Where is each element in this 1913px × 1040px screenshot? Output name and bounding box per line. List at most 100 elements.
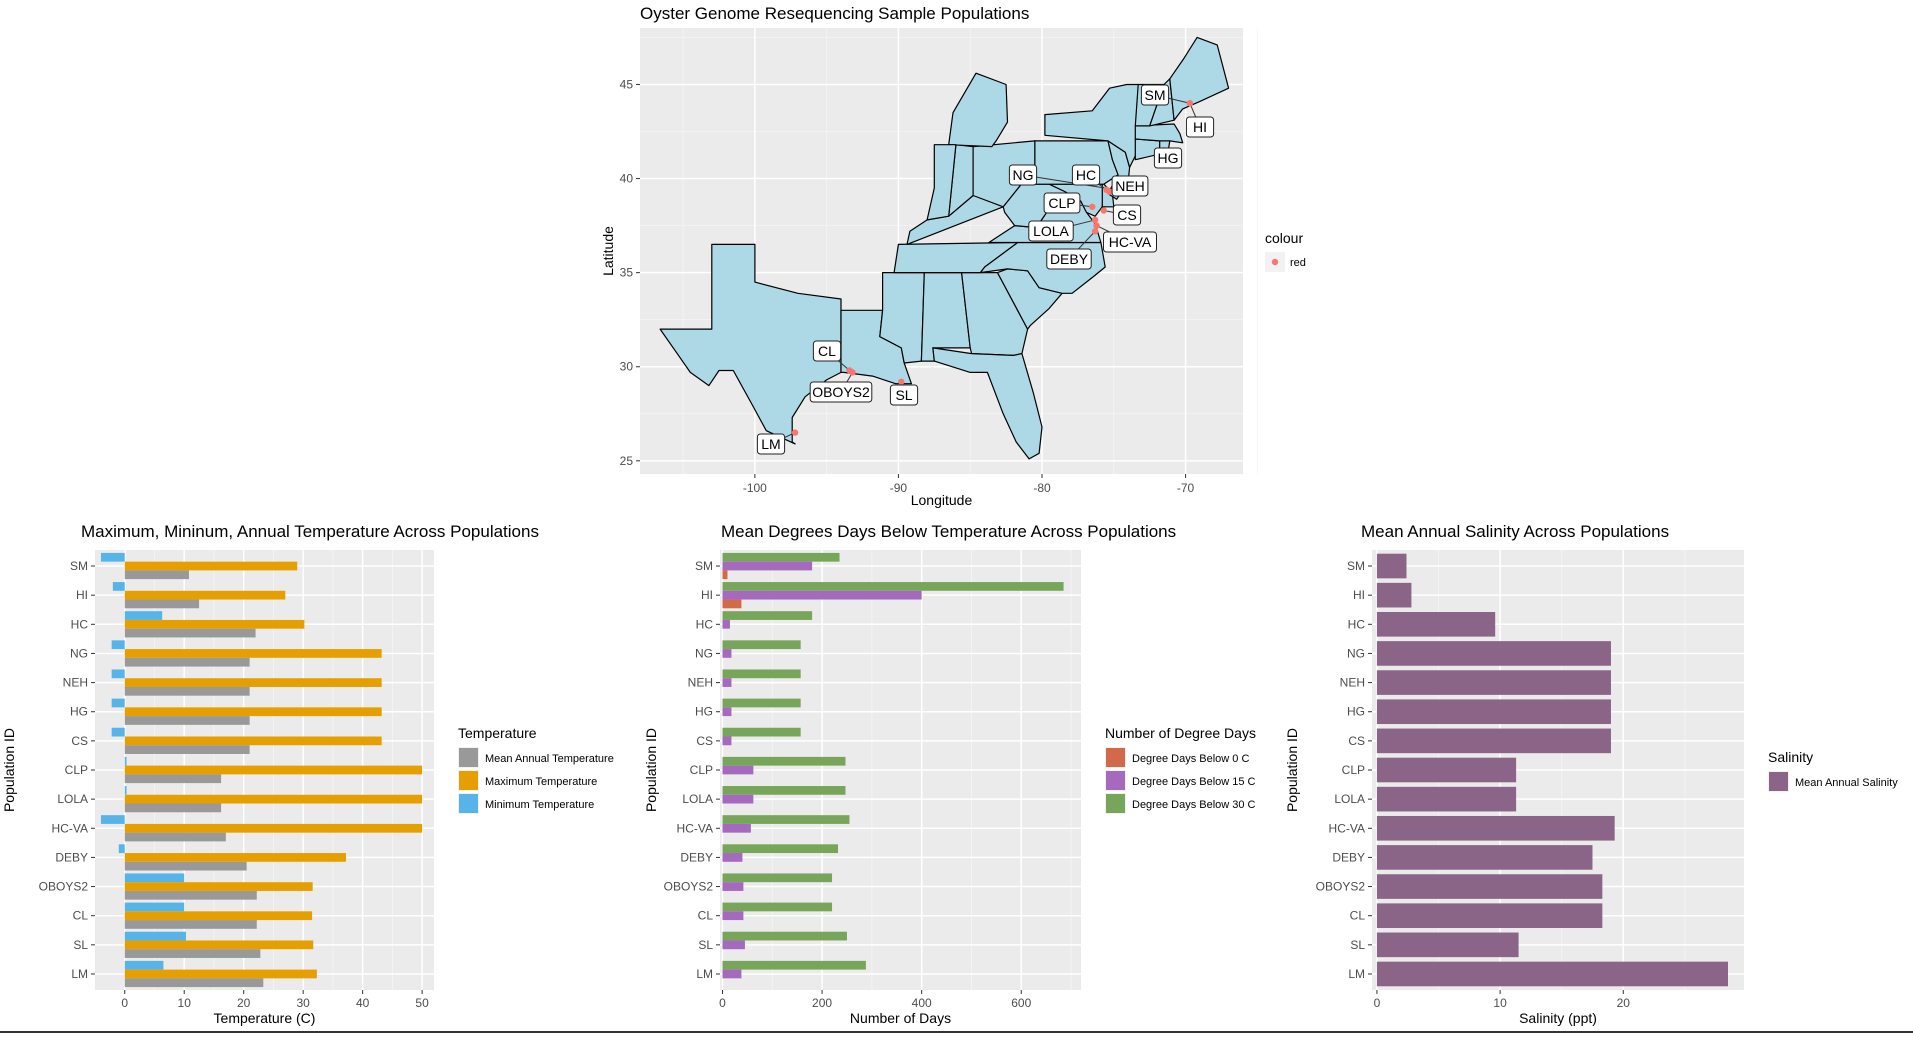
salinity-bar <box>1376 932 1519 958</box>
map-point-label: HC <box>1076 167 1096 183</box>
temperature-bar <box>124 873 185 883</box>
temperature-y-tick-label: HC <box>71 617 89 631</box>
temperature-bar <box>124 561 298 571</box>
degree-days-x-tick-label: 600 <box>1011 996 1031 1010</box>
temperature-y-tick-label: LM <box>71 967 88 981</box>
salinity-y-axis-label: Population ID <box>1284 728 1300 812</box>
temperature-y-tick-label: NEH <box>63 676 88 690</box>
temperature-bar <box>124 931 186 941</box>
temperature-x-tick-label: 0 <box>121 996 128 1010</box>
degree-days-bar <box>722 765 754 775</box>
degree-days-y-tick-label: CLP <box>690 763 713 777</box>
temperature-bar <box>111 698 125 708</box>
map-point-label-box <box>812 340 842 362</box>
map-point-label-box <box>809 381 873 403</box>
bottom-divider <box>0 1031 1913 1033</box>
degree-days-y-tick-label: SM <box>695 559 713 573</box>
salinity-y-tick-label: CL <box>1350 909 1366 923</box>
degree-days-legend-title: Number of Degree Days <box>1105 725 1256 741</box>
map-point-label: LOLA <box>1033 223 1069 239</box>
degree-days-y-tick-label: CL <box>698 909 714 923</box>
temperature-y-tick-label: HC-VA <box>52 821 88 835</box>
degree-days-y-tick-label: HI <box>701 588 713 602</box>
temperature-y-tick-label: SM <box>70 559 88 573</box>
temperature-bar <box>100 552 125 562</box>
degree-days-bar <box>722 756 846 766</box>
degree-days-bar <box>722 561 813 571</box>
temperature-y-tick-label: OBOYS2 <box>39 880 89 894</box>
map-sample-point <box>849 369 856 376</box>
temperature-y-tick-label: HG <box>70 705 88 719</box>
map-panel: SM HI HG NG HC NEH CLP CS LOLA HC-VA DEBY CL OBOYS2 S… <box>600 4 1306 508</box>
degree-days-bar <box>722 873 833 883</box>
degree-days-bar <box>722 727 801 737</box>
temperature-bar <box>112 582 125 591</box>
salinity-x-axis-label: Salinity (ppt) <box>1519 1010 1597 1026</box>
temperature-bar <box>118 844 125 854</box>
degree-days-y-tick-label: SL <box>698 938 713 952</box>
map-x-tick-label: -100 <box>743 481 767 495</box>
temperature-bar <box>111 640 125 650</box>
temperature-bar <box>124 756 127 766</box>
map-point-label-box <box>1103 231 1157 253</box>
temperature-bar <box>124 707 382 717</box>
degree-days-title: Mean Degrees Days Below Temperature Acro… <box>721 522 1176 541</box>
degree-days-y-tick-label: LM <box>696 967 713 981</box>
degree-days-bar <box>722 902 833 912</box>
map-state-shape <box>893 241 1019 274</box>
degree-days-legend-key <box>1106 794 1125 813</box>
temperature-bar <box>124 949 261 958</box>
temperature-x-tick-label: 30 <box>296 996 310 1010</box>
degree-days-legend-label: Degree Days Below 0 C <box>1132 753 1249 765</box>
map-point-label-box <box>1046 248 1092 270</box>
temperature-bar <box>124 628 256 638</box>
temperature-bar <box>111 669 125 679</box>
temperature-title: Maximum, Mininum, Annual Temperature Acr… <box>81 522 539 541</box>
temperature-x-axis-label: Temperature (C) <box>214 1010 316 1026</box>
temperature-bar <box>124 960 164 970</box>
map-point-label: CS <box>1117 207 1136 223</box>
salinity-y-tick-label: DEBY <box>1332 850 1365 864</box>
salinity-panel: SM HI HC NG NEH HG CS CLP LOLA HC-VA DEBY OBOYS2 CL S… <box>1284 522 1898 1026</box>
map-point-label-box <box>1111 175 1149 197</box>
degree-days-bar <box>722 931 847 941</box>
temperature-bar <box>124 832 226 842</box>
map-y-tick-label: 30 <box>620 360 634 374</box>
degree-days-bar <box>722 640 801 650</box>
salinity-y-tick-label: NEH <box>1340 676 1365 690</box>
degree-days-legend-label: Degree Days Below 15 C <box>1132 776 1256 788</box>
map-state-shape <box>948 72 1009 148</box>
salinity-legend-title: Salinity <box>1768 749 1813 765</box>
map-y-axis-label: Latitude <box>600 226 616 276</box>
salinity-legend-label: Mean Annual Salinity <box>1795 777 1898 789</box>
degree-days-bar <box>722 794 754 804</box>
temperature-bar <box>124 649 382 658</box>
temperature-bar <box>124 902 185 912</box>
temperature-bar <box>124 745 250 754</box>
temperature-bar <box>124 978 264 988</box>
salinity-y-tick-label: HI <box>1353 588 1365 602</box>
map-point-label: SL <box>895 387 912 403</box>
degree-days-bar <box>722 582 1064 591</box>
salinity-legend-key <box>1769 772 1788 791</box>
temperature-y-tick-label: DEBY <box>55 850 88 864</box>
degree-days-bar <box>722 815 850 824</box>
temperature-bar <box>124 882 313 891</box>
temperature-bar <box>124 686 250 696</box>
map-sample-point <box>898 378 905 385</box>
degree-days-y-tick-label: LOLA <box>682 792 713 806</box>
salinity-bar <box>1376 786 1517 812</box>
salinity-bar <box>1376 553 1407 579</box>
salinity-bar <box>1376 611 1496 637</box>
map-point-label-box <box>889 384 919 406</box>
temperature-legend-key <box>459 771 478 790</box>
temperature-legend-key <box>459 748 478 767</box>
salinity-bar <box>1376 728 1611 754</box>
salinity-y-tick-label: SL <box>1350 938 1365 952</box>
map-point-label-box <box>1008 164 1038 186</box>
temperature-bar <box>124 774 222 784</box>
temperature-bar <box>124 920 257 929</box>
temperature-bar <box>124 940 314 950</box>
temperature-legend-title: Temperature <box>458 725 537 741</box>
degree-days-y-tick-label: HC-VA <box>677 821 713 835</box>
